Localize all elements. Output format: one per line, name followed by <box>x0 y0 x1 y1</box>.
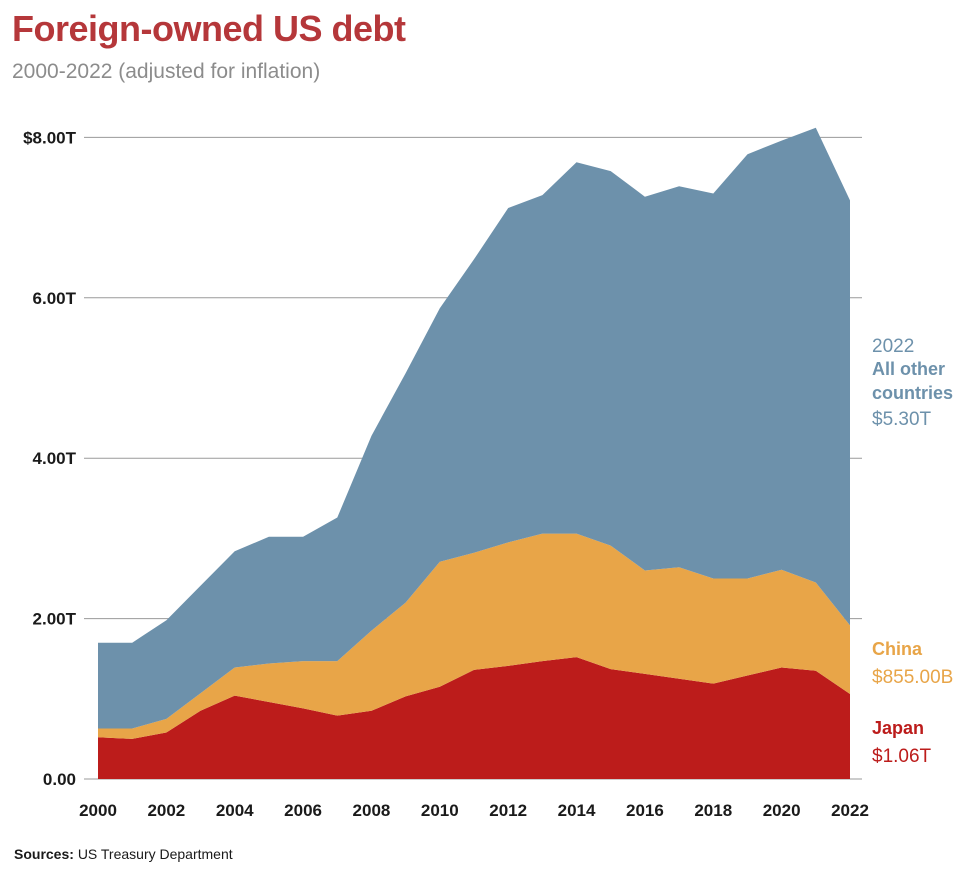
source-text: US Treasury Department <box>77 846 233 862</box>
stacked-area-chart: 0.00 2.00T 4.00T 6.00T $8.00T 2000 2002 2004 200… <box>23 127 953 820</box>
china-label-name: China <box>872 639 923 659</box>
area-layer <box>98 127 850 779</box>
japan-label-value: $1.06T <box>872 746 932 767</box>
x-tick-label: 2020 <box>763 801 801 820</box>
x-tick-label: 2002 <box>147 801 185 820</box>
others-area <box>98 127 850 729</box>
chart-subtitle: 2000-2022 (adjusted for inflation) <box>12 60 321 83</box>
axis-labels: 0.00 2.00T 4.00T 6.00T $8.00T 2000 2002 2004 200… <box>23 128 869 820</box>
source-note: Sources: US Treasury Department <box>14 846 233 862</box>
y-tick-label: 6.00T <box>33 289 77 308</box>
y-tick-label: 4.00T <box>33 449 77 468</box>
series-end-labels: 2022 All other countries $5.30T China $8… <box>872 336 953 767</box>
x-tick-label: 2018 <box>694 801 732 820</box>
chart-title: Foreign-owned US debt <box>12 8 406 49</box>
x-tick-label: 2016 <box>626 801 664 820</box>
others-label-name-1: All other <box>872 359 945 379</box>
x-tick-label: 2022 <box>831 801 869 820</box>
x-tick-label: 2008 <box>353 801 391 820</box>
japan-label-name: Japan <box>872 718 924 738</box>
source-label: Sources: <box>14 846 74 862</box>
x-tick-label: 2014 <box>558 801 596 820</box>
china-area <box>98 533 850 739</box>
x-tick-label: 2010 <box>421 801 459 820</box>
china-label-value: $855.00B <box>872 667 953 688</box>
japan-area <box>98 657 850 779</box>
x-tick-label: 2004 <box>216 801 254 820</box>
y-tick-label: 2.00T <box>33 610 77 629</box>
y-tick-label: 0.00 <box>43 770 76 789</box>
y-tick-label: $8.00T <box>23 128 77 147</box>
x-tick-label: 2012 <box>489 801 527 820</box>
others-label-name-2: countries <box>872 383 953 403</box>
x-tick-label: 2000 <box>79 801 117 820</box>
others-label-year: 2022 <box>872 336 914 357</box>
others-label-value: $5.30T <box>872 409 932 430</box>
x-tick-label: 2006 <box>284 801 322 820</box>
